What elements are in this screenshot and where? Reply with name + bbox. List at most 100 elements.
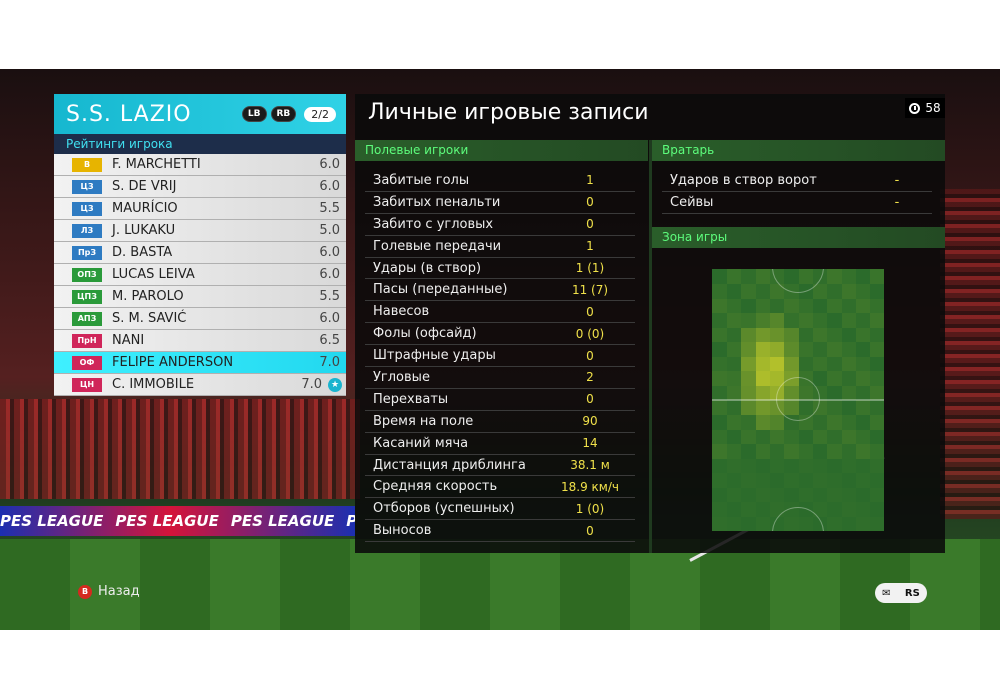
clock-icon	[909, 102, 921, 114]
heatmap-cell	[769, 472, 785, 488]
rs-button-icon[interactable]: RS	[904, 587, 920, 599]
gk-stat-label: Сейвы	[670, 195, 714, 210]
heatmap-cell	[740, 356, 756, 372]
heatmap-cell	[740, 385, 756, 401]
heatmap-cell	[755, 429, 770, 445]
position-badge: ЦЗ	[72, 201, 102, 216]
heatmap-cell	[783, 429, 799, 445]
heatmap-cell	[812, 327, 828, 343]
player-rating: 6.0	[319, 311, 340, 326]
stat-label: Перехваты	[373, 391, 449, 407]
crowd-right	[940, 189, 1000, 519]
heatmap-cell	[869, 487, 884, 503]
gk-stat-value: -	[894, 195, 900, 210]
player-row[interactable]: ОФ FELIPE ANDERSON 7.0	[54, 352, 346, 374]
stat-label: Пасы (переданные)	[373, 282, 508, 298]
heatmap-cell	[726, 312, 742, 328]
player-row[interactable]: ЦН C. IMMOBILE 7.0 ★	[54, 374, 346, 396]
heatmap-cell	[841, 516, 856, 531]
stat-row: Фолы (офсайд) 0 (0)	[365, 323, 635, 346]
heatmap-cell	[841, 385, 856, 401]
heatmap-cell	[855, 516, 871, 531]
heatmap-cell	[726, 458, 742, 474]
heatmap-cell	[712, 385, 727, 401]
heatmap-cell	[812, 341, 828, 357]
position-badge: В	[72, 157, 102, 172]
player-row[interactable]: ЛЗ J. LUKAKU 5.0	[54, 220, 346, 242]
player-row[interactable]: ЦЗ MAURÍCIO 5.5	[54, 198, 346, 220]
player-row[interactable]: ЦЗ S. DE VRIJ 6.0	[54, 176, 346, 198]
heatmap-cell	[826, 327, 842, 343]
stat-value: 0	[586, 392, 594, 407]
heatmap-cell	[755, 298, 770, 314]
position-badge: ЦЗ	[72, 179, 102, 194]
player-row[interactable]: ОПЗ LUCAS LEIVA 6.0	[54, 264, 346, 286]
heatmap-cell	[841, 269, 856, 284]
stat-value: 14	[582, 436, 598, 451]
heatmap-cell	[841, 443, 856, 459]
heatmap-cell	[826, 472, 842, 488]
back-button[interactable]: B Назад	[78, 584, 140, 599]
player-row[interactable]: АПЗ S. M. SAVIĆ 6.0	[54, 308, 346, 330]
stat-row: Забитых пенальти 0	[365, 192, 635, 214]
gk-stat-row: Сейвы -	[662, 192, 932, 214]
heatmap-cell	[869, 312, 884, 328]
heatmap-cell	[783, 472, 799, 488]
stat-row: Дистанция дриблинга 38.1 м	[365, 455, 635, 477]
heatmap-cell	[826, 269, 842, 284]
heatmap-cell	[755, 312, 770, 328]
heatmap-cell	[726, 385, 742, 401]
stat-label: Дистанция дриблинга	[373, 457, 526, 473]
heatmap-cell	[755, 443, 770, 459]
heatmap-cell	[841, 356, 856, 372]
heatmap-cell	[826, 429, 842, 445]
team-name: S.S. LAZIO	[66, 101, 192, 127]
heatmap-cell	[798, 458, 813, 474]
heatmap-cell	[712, 269, 727, 284]
heatmap-cell	[740, 414, 756, 430]
heatmap-cell	[869, 341, 884, 357]
heatmap-cell	[826, 283, 842, 299]
heatmap-cell	[755, 356, 770, 372]
player-row[interactable]: ПрЗ D. BASTA 6.0	[54, 242, 346, 264]
player-row[interactable]: ЦПЗ M. PAROLO 5.5	[54, 286, 346, 308]
stat-value: 18.9 км/ч	[561, 479, 619, 494]
heatmap-cell	[869, 400, 884, 415]
heatmap-cell	[855, 443, 871, 459]
heatmap-cell	[798, 472, 813, 488]
lb-button[interactable]: LB	[241, 106, 267, 122]
heatmap-cell	[740, 443, 756, 459]
stat-row: Голевые передачи 1	[365, 236, 635, 258]
heatmap-cell	[755, 370, 770, 386]
chat-icon[interactable]: ✉	[882, 587, 891, 599]
heatmap-cell	[726, 429, 742, 445]
gk-stat-row: Ударов в створ ворот -	[662, 170, 932, 192]
heatmap-cell	[812, 429, 828, 445]
player-name: LUCAS LEIVA	[112, 267, 195, 282]
field-players-header: Полевые игроки	[355, 140, 648, 161]
heatmap-cell	[855, 487, 871, 503]
crowd-left	[0, 399, 360, 499]
heatmap-cell	[869, 414, 884, 430]
player-row[interactable]: В F. MARCHETTI 6.0	[54, 154, 346, 176]
stat-value: 0	[586, 217, 594, 232]
ratings-title: Рейтинги игрока	[54, 134, 346, 154]
heatmap-cell	[755, 327, 770, 343]
rb-button[interactable]: RB	[270, 106, 297, 122]
heatmap-cell	[726, 298, 742, 314]
heatmap-cell	[841, 501, 856, 517]
stat-row: Удары (в створ) 1 (1)	[365, 258, 635, 280]
stat-label: Угловые	[373, 369, 430, 385]
player-row[interactable]: ПрН NANI 6.5	[54, 330, 346, 352]
stat-row: Навесов 0	[365, 301, 635, 324]
player-rating: 6.5	[319, 333, 340, 348]
position-badge: ПрЗ	[72, 245, 102, 260]
stat-row: Пасы (переданные) 11 (7)	[365, 279, 635, 302]
heatmap-cell	[869, 385, 884, 401]
heatmap-cell	[855, 385, 871, 401]
heatmap-cell	[783, 341, 799, 357]
heatmap-cell	[869, 429, 884, 445]
corner-controls[interactable]: ✉ RS	[875, 583, 927, 603]
player-name: FELIPE ANDERSON	[112, 355, 234, 370]
stat-value: 11 (7)	[571, 282, 609, 297]
